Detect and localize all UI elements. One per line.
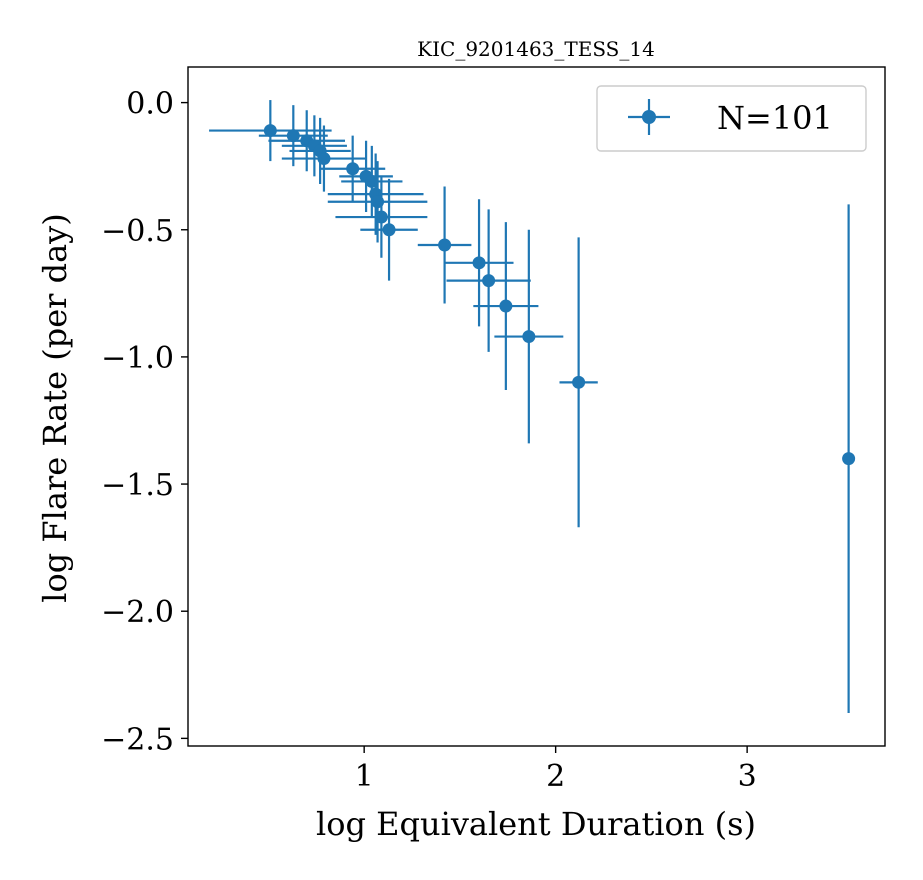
point-marker xyxy=(382,223,396,237)
x-tick-label: 2 xyxy=(546,759,565,794)
point-marker xyxy=(482,274,496,288)
y-tick-label: 0.0 xyxy=(126,87,174,122)
x-axis-ticks: 1 2 3 xyxy=(355,746,757,794)
chart-title: KIC_9201463_TESS_14 xyxy=(417,37,655,61)
data-point-15 xyxy=(446,209,531,352)
point-marker xyxy=(572,375,586,389)
data-point-1 xyxy=(258,105,328,167)
data-point-19 xyxy=(842,204,856,713)
x-axis-label: log Equivalent Duration (s) xyxy=(316,805,756,843)
point-marker xyxy=(346,162,360,176)
point-marker xyxy=(374,210,388,224)
y-tick-label: −2.5 xyxy=(101,722,174,757)
legend-marker-dot xyxy=(642,110,656,124)
data-point-3 xyxy=(281,115,347,177)
point-marker xyxy=(263,124,277,138)
point-marker xyxy=(499,299,513,313)
y-tick-label: −1.0 xyxy=(101,341,174,376)
point-marker xyxy=(286,129,300,143)
point-marker xyxy=(472,256,486,270)
legend: N=101 xyxy=(596,85,867,152)
y-tick-label: −0.5 xyxy=(101,214,174,249)
point-marker xyxy=(522,330,536,344)
data-point-18 xyxy=(559,237,598,528)
y-axis-ticks: 0.0 −0.5 −1.0 −1.5 −2.0 −2.5 xyxy=(101,87,188,757)
data-point-12 xyxy=(360,178,418,281)
point-marker xyxy=(842,452,856,466)
point-marker xyxy=(438,238,452,252)
x-tick-label: 1 xyxy=(355,759,374,794)
plot-background xyxy=(188,67,885,746)
x-tick-label: 3 xyxy=(738,759,757,794)
data-point-0 xyxy=(209,100,332,162)
data-point-16 xyxy=(473,222,539,390)
data-point-11 xyxy=(335,176,428,258)
y-tick-label: −2.0 xyxy=(101,595,174,630)
y-tick-label: −1.5 xyxy=(101,468,174,503)
legend-box xyxy=(596,85,867,152)
y-axis-label: log Flare Rate (per day) xyxy=(36,213,74,602)
point-marker xyxy=(317,152,331,166)
data-marks xyxy=(209,100,856,713)
data-point-6 xyxy=(320,135,386,202)
legend-label: N=101 xyxy=(717,99,833,137)
data-point-13 xyxy=(417,186,472,304)
plot-frame xyxy=(187,66,886,747)
data-point-17 xyxy=(494,229,564,444)
